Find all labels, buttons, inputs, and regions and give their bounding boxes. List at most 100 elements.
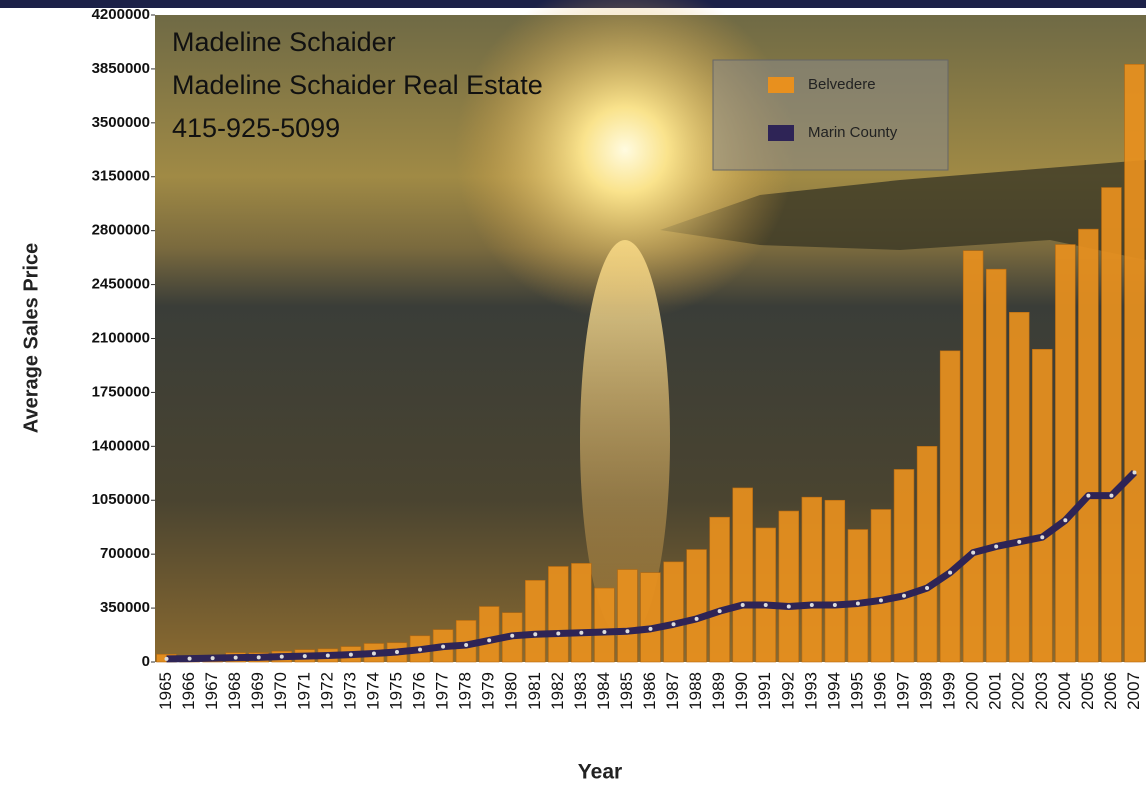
bar <box>710 517 730 662</box>
bar <box>986 269 1006 662</box>
line-point <box>326 654 330 658</box>
bar <box>479 607 499 662</box>
line-point <box>902 594 906 598</box>
line-point <box>372 652 376 656</box>
x-tick-label: 1968 <box>225 672 244 710</box>
line-point <box>1132 471 1136 475</box>
x-tick-label: 2004 <box>1055 672 1074 710</box>
line-point <box>810 603 814 607</box>
x-tick-label: 1970 <box>271 672 290 710</box>
bar <box>802 497 822 662</box>
line-point <box>948 571 952 575</box>
line-point <box>395 650 399 654</box>
line-point <box>649 627 653 631</box>
x-tick-label: 1988 <box>686 672 705 710</box>
bar <box>664 562 684 662</box>
bar <box>756 528 776 662</box>
line-point <box>257 655 261 659</box>
line-point <box>971 551 975 555</box>
line-point <box>303 654 307 658</box>
line-point <box>1109 494 1113 498</box>
line-point <box>856 601 860 605</box>
line-point <box>349 653 353 657</box>
bar <box>894 469 914 662</box>
line-point <box>602 630 606 634</box>
x-tick-label: 1977 <box>433 672 452 710</box>
x-tick-label: 1992 <box>778 672 797 710</box>
bar <box>848 530 868 662</box>
x-tick-label: 1998 <box>917 672 936 710</box>
line-point <box>510 634 514 638</box>
line-point <box>579 631 583 635</box>
x-tick-label: 1994 <box>824 672 843 710</box>
x-tick-label: 1984 <box>594 672 613 710</box>
line-point <box>925 586 929 590</box>
x-tick-label: 1972 <box>317 672 336 710</box>
x-tick-label: 1993 <box>801 672 820 710</box>
x-tick-label: 1980 <box>502 672 521 710</box>
y-tick-label: 3500000 <box>92 114 150 131</box>
chart: Madeline Schaider Madeline Schaider Real… <box>0 0 1146 792</box>
bar <box>733 488 753 662</box>
y-tick-label: 2450000 <box>92 276 150 293</box>
x-tick-label: 1983 <box>571 672 590 710</box>
line-point <box>464 643 468 647</box>
x-tick-label: 1982 <box>548 672 567 710</box>
line-point <box>741 603 745 607</box>
line-point <box>718 609 722 613</box>
y-tick-label: 4200000 <box>92 6 150 23</box>
bar <box>825 500 845 662</box>
x-tick-label: 1979 <box>479 672 498 710</box>
y-tick-label: 1750000 <box>92 383 150 400</box>
x-tick-label: 2003 <box>1032 672 1051 710</box>
annotation: 415-925-5099 <box>172 113 340 143</box>
line-point <box>280 655 284 659</box>
annotation: Madeline Schaider Real Estate <box>172 70 543 100</box>
bar <box>618 570 638 662</box>
x-tick-label: 1978 <box>456 672 475 710</box>
x-tick-label: 1966 <box>179 672 198 710</box>
page: Madeline Schaider Madeline Schaider Real… <box>0 0 1146 797</box>
bar <box>917 446 937 662</box>
x-tick-label: 1969 <box>248 672 267 710</box>
bar <box>1055 245 1075 662</box>
line-point <box>211 656 215 660</box>
legend-label: Marin County <box>808 124 898 141</box>
bar <box>525 580 545 662</box>
bar <box>641 573 661 662</box>
x-tick-label: 1997 <box>893 672 912 710</box>
x-tick-label: 1989 <box>709 672 728 710</box>
bar <box>1125 64 1145 662</box>
bar <box>1032 349 1052 662</box>
x-tick-label: 1967 <box>202 672 221 710</box>
y-tick-label: 2100000 <box>92 329 150 346</box>
bar <box>779 511 799 662</box>
x-tick-label: 2001 <box>986 672 1005 710</box>
bar <box>1009 312 1029 662</box>
line-point <box>533 632 537 636</box>
x-tick-label: 1986 <box>640 672 659 710</box>
x-tick-label: 2005 <box>1078 672 1097 710</box>
bar <box>963 251 983 662</box>
x-tick-label: 2002 <box>1009 672 1028 710</box>
x-tick-label: 2007 <box>1124 672 1143 710</box>
x-tick-label: 1974 <box>363 672 382 710</box>
y-tick-label: 3850000 <box>92 60 150 77</box>
y-tick-label: 350000 <box>100 599 150 616</box>
bar <box>1078 229 1098 662</box>
x-tick-label: 2000 <box>963 672 982 710</box>
line-point <box>1086 494 1090 498</box>
line-point <box>1063 518 1067 522</box>
legend-swatch <box>768 77 794 93</box>
x-tick-label: 1976 <box>410 672 429 710</box>
x-tick-label: 1991 <box>755 672 774 710</box>
x-tick-label: 1996 <box>870 672 889 710</box>
x-tick-label: 1990 <box>732 672 751 710</box>
x-tick-label: 1985 <box>617 672 636 710</box>
x-axis-title: Year <box>578 761 622 784</box>
line-point <box>1017 540 1021 544</box>
bar <box>871 509 891 662</box>
bar <box>571 563 591 662</box>
line-point <box>787 605 791 609</box>
line-point <box>418 648 422 652</box>
